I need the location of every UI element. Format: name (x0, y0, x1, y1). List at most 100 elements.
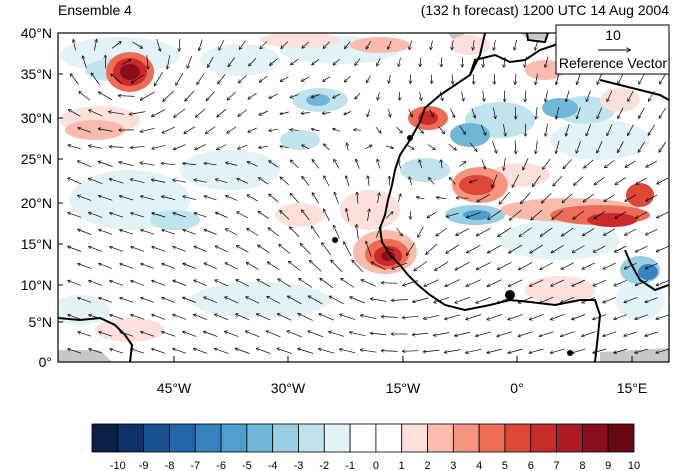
wind-vector (131, 74, 144, 83)
wind-vector (657, 246, 669, 251)
wind-vector (266, 331, 281, 338)
wind-vector (152, 213, 166, 218)
wind-vector (604, 228, 616, 236)
colorbar-label: 2 (424, 460, 430, 471)
wind-vector (618, 73, 624, 84)
wind-vector (324, 176, 330, 187)
wind-vector (120, 196, 134, 201)
wind-vector (594, 211, 606, 218)
wind-vector (638, 141, 645, 152)
wind-vector (356, 159, 360, 169)
wind-vector (269, 93, 278, 98)
wind-vector (466, 348, 482, 352)
wind-vector (508, 348, 523, 353)
wind-vector (141, 264, 155, 269)
wind-vector (345, 75, 351, 82)
wind-vector (556, 107, 560, 119)
wind-vector (572, 314, 586, 320)
wind-vector (194, 280, 208, 287)
wind-vector (329, 332, 345, 337)
wind-vector (455, 331, 471, 336)
wind-vector (267, 297, 281, 304)
wind-vector (639, 73, 645, 84)
wind-vector (355, 92, 361, 99)
wind-vector (542, 192, 552, 203)
wind-vector (551, 279, 565, 286)
wind-vector (563, 159, 572, 169)
colorbar-swatch (349, 423, 377, 453)
wind-vector (68, 315, 82, 320)
wind-vector (586, 124, 592, 135)
wind-vector (530, 244, 543, 253)
wind-vector (216, 179, 228, 184)
wind-vector (334, 225, 340, 239)
wind-vector (605, 160, 615, 167)
wind-vector (236, 314, 250, 321)
wind-vector (290, 130, 299, 131)
wind-vector (523, 158, 529, 169)
wind-vector (194, 246, 207, 252)
wind-vector (280, 76, 289, 82)
wind-vector (215, 280, 229, 287)
wind-vector (614, 348, 628, 353)
wind-vector (167, 55, 171, 69)
wind-vector (309, 296, 323, 305)
wind-vector (110, 349, 124, 354)
wind-vector (487, 314, 503, 319)
wind-vector (366, 41, 371, 48)
wind-vector (512, 174, 520, 187)
wind-vector (566, 124, 570, 136)
wind-vector (320, 278, 334, 288)
colorbar-label: -1 (345, 460, 355, 471)
wind-vector (194, 314, 208, 320)
wind-vector (657, 211, 669, 217)
lon-label: 30°W (271, 380, 306, 396)
wind-vector (226, 229, 238, 236)
wind-vector (236, 280, 249, 287)
wind-vector (259, 178, 269, 185)
wind-vector (624, 331, 638, 336)
wind-vector (429, 178, 435, 185)
colorbar-swatch (427, 423, 454, 453)
reference-vector-label: Reference Vector (559, 55, 668, 71)
wind-vector (236, 349, 250, 354)
wind-vector (636, 211, 648, 218)
wind-vector (215, 314, 229, 321)
wind-vector (597, 141, 603, 152)
wind-vector (492, 174, 498, 188)
wind-vector (597, 73, 603, 84)
wind-vector (625, 194, 637, 201)
wind-vector (628, 90, 634, 101)
colorbar-swatch (272, 423, 299, 453)
wind-vector (459, 125, 466, 134)
wind-vector (156, 38, 161, 51)
wind-vector (226, 196, 238, 201)
wind-vector (424, 349, 440, 352)
wind-vector (173, 349, 187, 354)
wind-vector (78, 195, 92, 201)
wind-vector (73, 40, 76, 51)
wind-vector (382, 351, 398, 352)
wind-vector (347, 143, 349, 151)
wind-vector (624, 297, 637, 303)
wind-vector (407, 242, 415, 256)
wind-vector (147, 55, 148, 69)
wind-vector (476, 331, 492, 336)
wind-vector (140, 127, 155, 131)
wind-vector (435, 261, 449, 271)
wind-vector (111, 42, 121, 49)
wind-vector (268, 262, 280, 271)
wind-vector (503, 124, 505, 136)
wind-vector (227, 91, 236, 100)
wind-vector (441, 57, 442, 66)
wind-vector (152, 349, 166, 354)
wind-vector (368, 176, 369, 187)
colorbar-swatch (169, 423, 196, 453)
wind-vector (278, 279, 291, 288)
wind-vector (365, 145, 372, 150)
wind-vector (519, 227, 532, 237)
wind-vector (194, 349, 208, 354)
wind-vector (375, 126, 381, 133)
wind-vector (566, 90, 570, 102)
wind-vector (543, 158, 551, 169)
